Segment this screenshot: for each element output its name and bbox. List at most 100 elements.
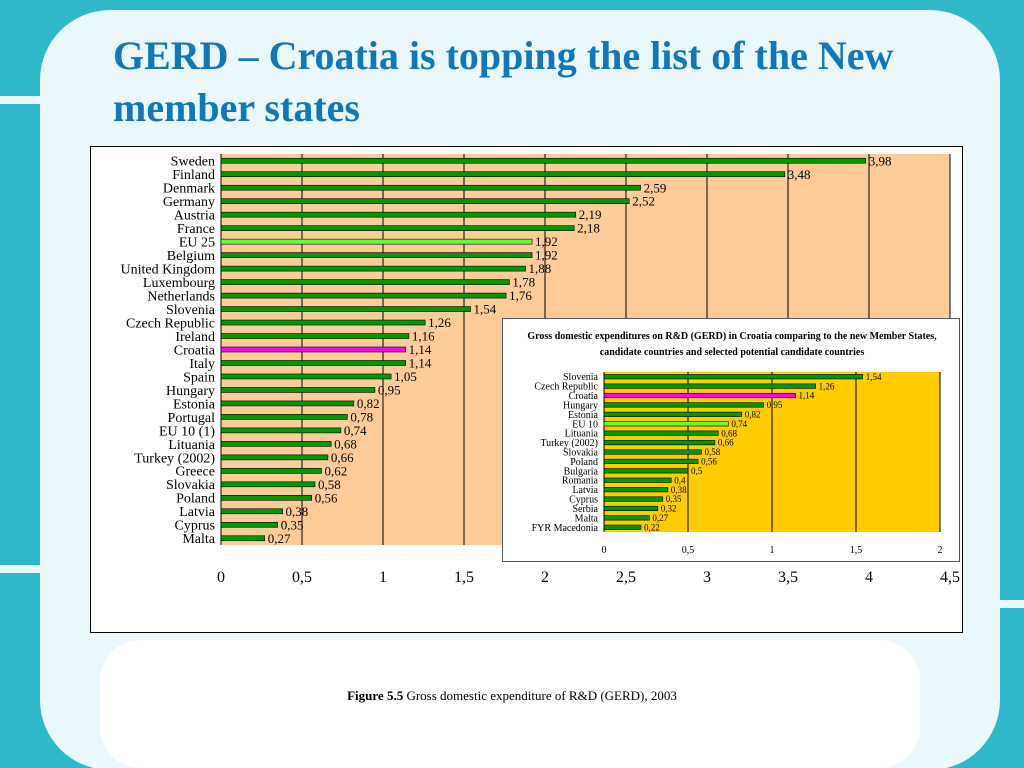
main-value-label: 1,92 (535, 248, 558, 263)
inset-bar (603, 430, 719, 436)
main-value-label: 2,59 (644, 180, 667, 195)
inset-bar (603, 496, 664, 502)
main-bar (220, 157, 867, 164)
inset-bar (603, 505, 659, 512)
inset-category-label: Romania (562, 476, 599, 487)
inset-value-label: 0,32 (661, 504, 677, 514)
main-bar (220, 414, 348, 420)
main-value-label: 0,56 (315, 490, 338, 505)
inset-value-label: 0,56 (701, 457, 717, 467)
main-x-tick-label: 1 (379, 569, 387, 586)
inset-bar (603, 421, 729, 427)
inset-category-label: Malta (575, 513, 599, 524)
main-category-label: France (177, 222, 215, 237)
main-bar (220, 292, 507, 299)
inset-x-tick-label: 1,5 (850, 545, 863, 556)
inset-category-label: Croatia (569, 391, 599, 402)
main-category-label: Belgium (167, 249, 215, 264)
main-category-label: United Kingdom (121, 263, 216, 278)
main-bar (220, 265, 526, 272)
figure-caption: Figure 5.5 Gross domestic expenditure of… (0, 688, 1024, 704)
main-bar (220, 441, 332, 447)
main-category-label: Italy (189, 357, 215, 372)
main-bar (220, 333, 410, 339)
main-bar (220, 279, 510, 285)
inset-category-label: Cyprus (569, 495, 598, 506)
main-x-tick-label: 3 (703, 569, 711, 586)
main-bar (220, 238, 533, 245)
main-category-label: Netherlands (147, 289, 215, 304)
main-category-label: Germany (163, 195, 215, 210)
inset-value-label: 0,95 (767, 400, 783, 410)
inset-x-tick-label: 0,5 (682, 545, 695, 556)
inset-category-label: FYR Macedonia (532, 523, 599, 534)
inset-value-label: 1,26 (819, 381, 835, 391)
inset-value-label: 0,58 (704, 447, 720, 457)
main-category-label: Luxembourg (143, 276, 215, 291)
inset-chart-frame: 0 0,5 1 1,5 2 Slovenia 1,54 Czech Republic 1,26 C… (502, 318, 960, 562)
main-category-label: Slovenia (166, 303, 216, 318)
main-value-label: 0,38 (286, 504, 309, 519)
main-value-label: 0,82 (357, 396, 380, 411)
inset-bar (603, 383, 816, 389)
main-bar (220, 306, 471, 312)
inset-value-label: 0,4 (674, 475, 686, 485)
inset-category-label: Latvia (572, 485, 598, 496)
inset-bar (603, 458, 699, 464)
main-x-tick-label: 1,5 (454, 569, 474, 586)
main-value-label: 0,66 (331, 450, 354, 465)
inset-category-label: Czech Republic (534, 382, 598, 393)
main-bar (220, 346, 406, 353)
main-x-tick-label: 4 (865, 569, 873, 586)
main-value-label: 2,18 (577, 221, 600, 236)
inset-bar (603, 524, 642, 530)
main-bar (220, 319, 426, 326)
inset-category-label: Turkey (2002) (540, 438, 598, 449)
main-value-label: 0,68 (334, 436, 357, 451)
inset-value-label: 0,66 (718, 438, 734, 448)
inset-x-tick-label: 0 (602, 545, 607, 556)
background-stripe (975, 600, 1024, 608)
main-x-tick-label: 4,5 (940, 569, 960, 586)
figure-caption-text: Gross domestic expenditure of R&D (GERD)… (406, 688, 677, 703)
inset-category-label: Lituania (565, 429, 599, 440)
main-x-tick-label: 3,5 (778, 569, 798, 586)
main-value-label: 1,26 (428, 315, 451, 330)
main-category-label: Greece (175, 465, 215, 480)
main-category-label: Ireland (175, 330, 215, 345)
inset-value-label: 0,38 (671, 485, 687, 495)
main-bar (220, 481, 316, 488)
inset-bar (603, 515, 650, 521)
inset-value-label: 0,74 (731, 419, 747, 429)
inset-value-label: 0,82 (745, 410, 761, 420)
main-category-label: Czech Republic (126, 316, 215, 331)
background-stripe (0, 96, 110, 104)
inset-value-label: 0,5 (691, 466, 703, 476)
inset-category-label: Poland (570, 457, 598, 468)
inset-value-label: 0,22 (644, 522, 660, 532)
main-value-label: 3,48 (788, 167, 811, 182)
main-value-label: 1,05 (394, 369, 417, 384)
main-value-label: 1,14 (409, 342, 432, 357)
main-bar (220, 495, 313, 501)
main-bar (220, 535, 266, 542)
main-category-label: EU 10 (1) (159, 424, 215, 439)
main-value-label: 3,98 (869, 153, 892, 168)
inset-bar (603, 374, 864, 380)
inset-category-label: Estonia (568, 410, 599, 421)
main-bar (220, 387, 376, 393)
inset-bar (603, 392, 796, 399)
slide-title: GERD – Croatia is topping the list of th… (113, 33, 894, 130)
main-value-label: 1,88 (529, 261, 552, 276)
main-category-label: Malta (182, 532, 215, 547)
main-x-tick-label: 0 (217, 569, 225, 586)
inset-value-label: 1,14 (799, 391, 815, 401)
main-value-label: 1,16 (412, 329, 435, 344)
main-category-label: Croatia (174, 343, 216, 358)
main-category-label: Cyprus (175, 519, 215, 534)
main-category-label: Austria (174, 209, 216, 224)
main-x-tick-label: 0,5 (292, 569, 312, 586)
main-value-label: 1,76 (509, 288, 532, 303)
background-stripe (0, 565, 60, 573)
main-value-label: 0,62 (324, 463, 347, 478)
